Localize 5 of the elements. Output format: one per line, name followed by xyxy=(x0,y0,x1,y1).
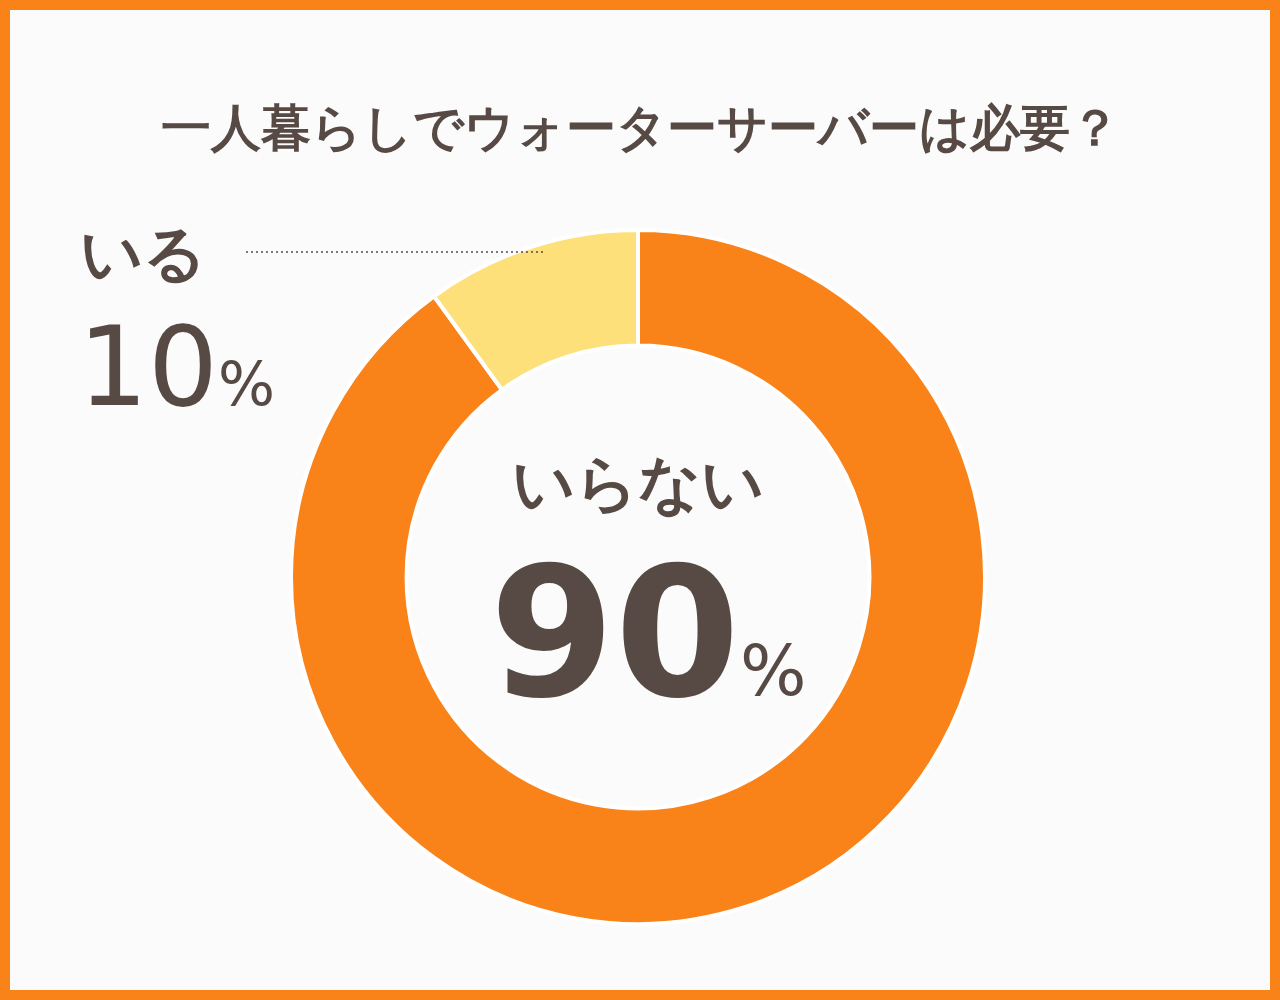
slice-label: いらない xyxy=(512,447,764,520)
data-label: 10% xyxy=(78,303,275,431)
data-label: 90% xyxy=(489,528,807,737)
slice-label: いる xyxy=(80,217,206,290)
chart-title: 一人暮らしでウォーターサーバーは必要？ xyxy=(160,99,1120,157)
